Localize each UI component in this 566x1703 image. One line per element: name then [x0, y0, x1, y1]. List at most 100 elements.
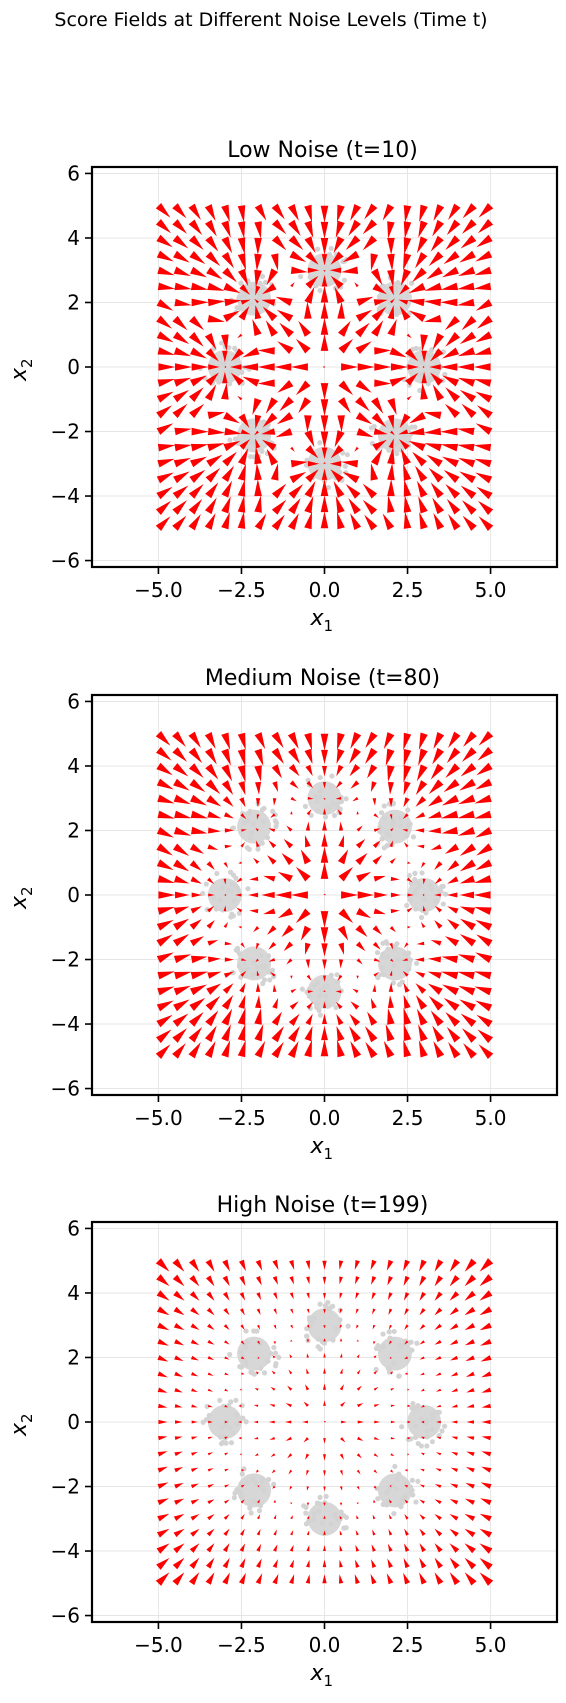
score-arrow [254, 269, 262, 288]
score-arrow [306, 1469, 310, 1476]
score-arrow [387, 305, 395, 320]
score-arrow [190, 1514, 200, 1521]
score-arrow [451, 1404, 458, 1408]
score-arrow [446, 1026, 461, 1043]
y-tick-label: −4 [51, 1539, 80, 1563]
score-arrow [224, 1340, 230, 1345]
score-arrow [306, 1353, 310, 1358]
score-arrow [330, 251, 344, 265]
cluster-point [331, 812, 338, 819]
score-arrow [480, 1482, 492, 1489]
cluster-point [382, 815, 388, 821]
score-arrow [190, 1355, 199, 1361]
score-arrow [480, 1355, 492, 1362]
score-arrow [221, 465, 234, 482]
score-arrow [156, 859, 174, 871]
score-arrow [355, 1530, 359, 1536]
score-arrow [320, 733, 329, 751]
score-arrow [464, 1290, 476, 1301]
score-arrow [288, 235, 304, 251]
score-arrow [323, 270, 326, 272]
cluster-point [413, 1423, 419, 1429]
score-arrow [306, 1001, 314, 1010]
score-arrow [457, 298, 475, 307]
score-arrow [403, 495, 412, 513]
score-arrow [354, 446, 359, 452]
score-arrow [418, 1040, 428, 1058]
score-arrow [460, 1013, 477, 1028]
score-arrow [273, 1544, 278, 1552]
cluster-point [429, 1439, 435, 1445]
cluster-point [394, 451, 400, 457]
cluster-point [317, 794, 323, 800]
score-arrow [254, 1008, 262, 1025]
score-arrow [406, 907, 413, 913]
score-arrow [323, 990, 326, 992]
score-arrow [223, 1528, 230, 1537]
score-arrow [157, 794, 175, 804]
score-arrow [476, 234, 493, 248]
score-arrow [271, 483, 287, 499]
score-arrow [223, 282, 241, 294]
cluster-point [410, 1400, 416, 1407]
y-tick-label: 6 [67, 1216, 80, 1240]
y-tick-label: −4 [51, 1012, 80, 1036]
cluster-point [203, 881, 209, 887]
score-arrow [190, 810, 209, 819]
score-arrow [464, 1557, 477, 1570]
score-arrow [320, 495, 329, 513]
x-tick-label: 5.0 [475, 1633, 507, 1657]
score-arrow [266, 855, 277, 865]
score-arrow [235, 893, 242, 897]
score-arrow [419, 1340, 425, 1345]
score-arrow [323, 1545, 326, 1552]
y-tick-label: −2 [51, 1475, 80, 1499]
score-arrow [172, 1043, 186, 1059]
cluster-point [245, 886, 251, 892]
score-arrow [155, 1044, 171, 1059]
score-arrow [190, 443, 209, 452]
cluster-point [315, 246, 321, 252]
cluster-point [326, 1306, 332, 1312]
score-arrow [385, 1023, 395, 1042]
score-arrow [336, 764, 344, 777]
score-arrow [207, 1514, 215, 1521]
score-arrow [289, 780, 299, 789]
cluster-point [394, 310, 400, 316]
score-arrow [339, 1544, 343, 1552]
cluster-point [259, 273, 266, 279]
score-arrow [474, 794, 492, 804]
score-arrow [430, 235, 444, 252]
score-arrow [172, 515, 187, 531]
score-arrow [479, 1513, 492, 1522]
score-arrow [206, 267, 223, 280]
cluster-point [262, 279, 269, 285]
score-arrow [348, 498, 361, 515]
score-arrow [355, 396, 370, 412]
score-arrow [403, 781, 411, 796]
score-arrow [306, 1292, 310, 1300]
cluster-point [406, 872, 413, 879]
score-arrow [370, 1559, 377, 1568]
score-arrow [421, 1420, 425, 1424]
score-arrow [404, 1484, 409, 1488]
cluster-point [413, 345, 419, 351]
score-arrow [339, 1292, 343, 1300]
score-arrow [221, 512, 230, 530]
cluster-point [436, 1409, 442, 1415]
score-arrow [339, 1338, 343, 1342]
score-arrow [156, 1014, 173, 1028]
score-arrow [338, 959, 344, 969]
cluster-point [272, 1350, 279, 1356]
score-arrow [356, 1515, 359, 1520]
score-arrow [321, 468, 328, 480]
score-arrow [434, 1323, 442, 1330]
cluster-point [341, 1525, 347, 1531]
score-arrow [322, 959, 327, 970]
score-arrow [222, 451, 237, 467]
score-arrow [254, 414, 262, 429]
score-arrow [190, 1339, 200, 1345]
score-arrow [304, 732, 312, 751]
score-arrow [295, 866, 311, 882]
score-arrow [277, 907, 293, 919]
